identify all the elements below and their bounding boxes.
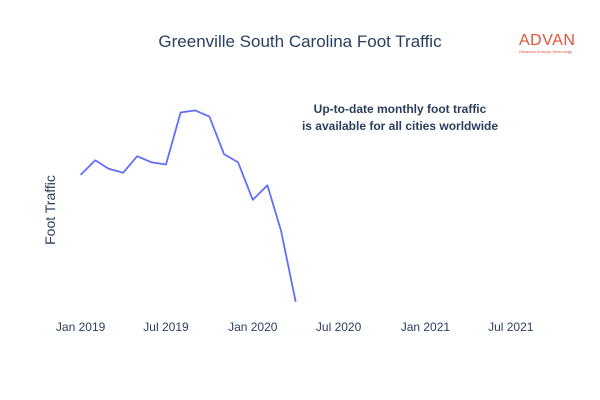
- data-point: [80, 174, 82, 176]
- data-point: [194, 109, 196, 111]
- x-tick-label: Jul 2019: [143, 320, 189, 334]
- x-tick-label: Jan 2020: [228, 320, 278, 334]
- data-point: [208, 116, 210, 118]
- logo-wordmark: ADVAN: [519, 32, 576, 49]
- data-point: [280, 230, 282, 232]
- data-point: [165, 164, 167, 166]
- data-point: [295, 301, 297, 303]
- data-point: [237, 161, 239, 163]
- data-point: [122, 172, 124, 174]
- data-point: [94, 159, 96, 161]
- data-point: [180, 112, 182, 114]
- data-point: [223, 153, 225, 155]
- data-point: [151, 161, 153, 163]
- data-point: [136, 155, 138, 157]
- x-tick-label: Jan 2019: [56, 320, 106, 334]
- data-point: [107, 168, 109, 170]
- series-line: [79, 109, 297, 302]
- logo-tagline: Research through Technology: [519, 49, 573, 54]
- x-tick-label: Jul 2021: [488, 320, 534, 334]
- data-point: [252, 199, 254, 201]
- annotation-line-1: Up-to-date monthly foot traffic: [313, 102, 487, 116]
- advan-logo: ADVAN Research through Technology: [519, 32, 581, 55]
- chart-annotation: Up-to-date monthly foot traffic is avail…: [250, 101, 550, 135]
- data-point: [266, 184, 268, 186]
- x-tick-label: Jan 2021: [401, 320, 451, 334]
- annotation-line-2: is available for all cities worldwide: [301, 119, 499, 133]
- chart-title: Greenville South Carolina Foot Traffic: [158, 32, 442, 51]
- x-tick-label: Jul 2020: [316, 320, 362, 334]
